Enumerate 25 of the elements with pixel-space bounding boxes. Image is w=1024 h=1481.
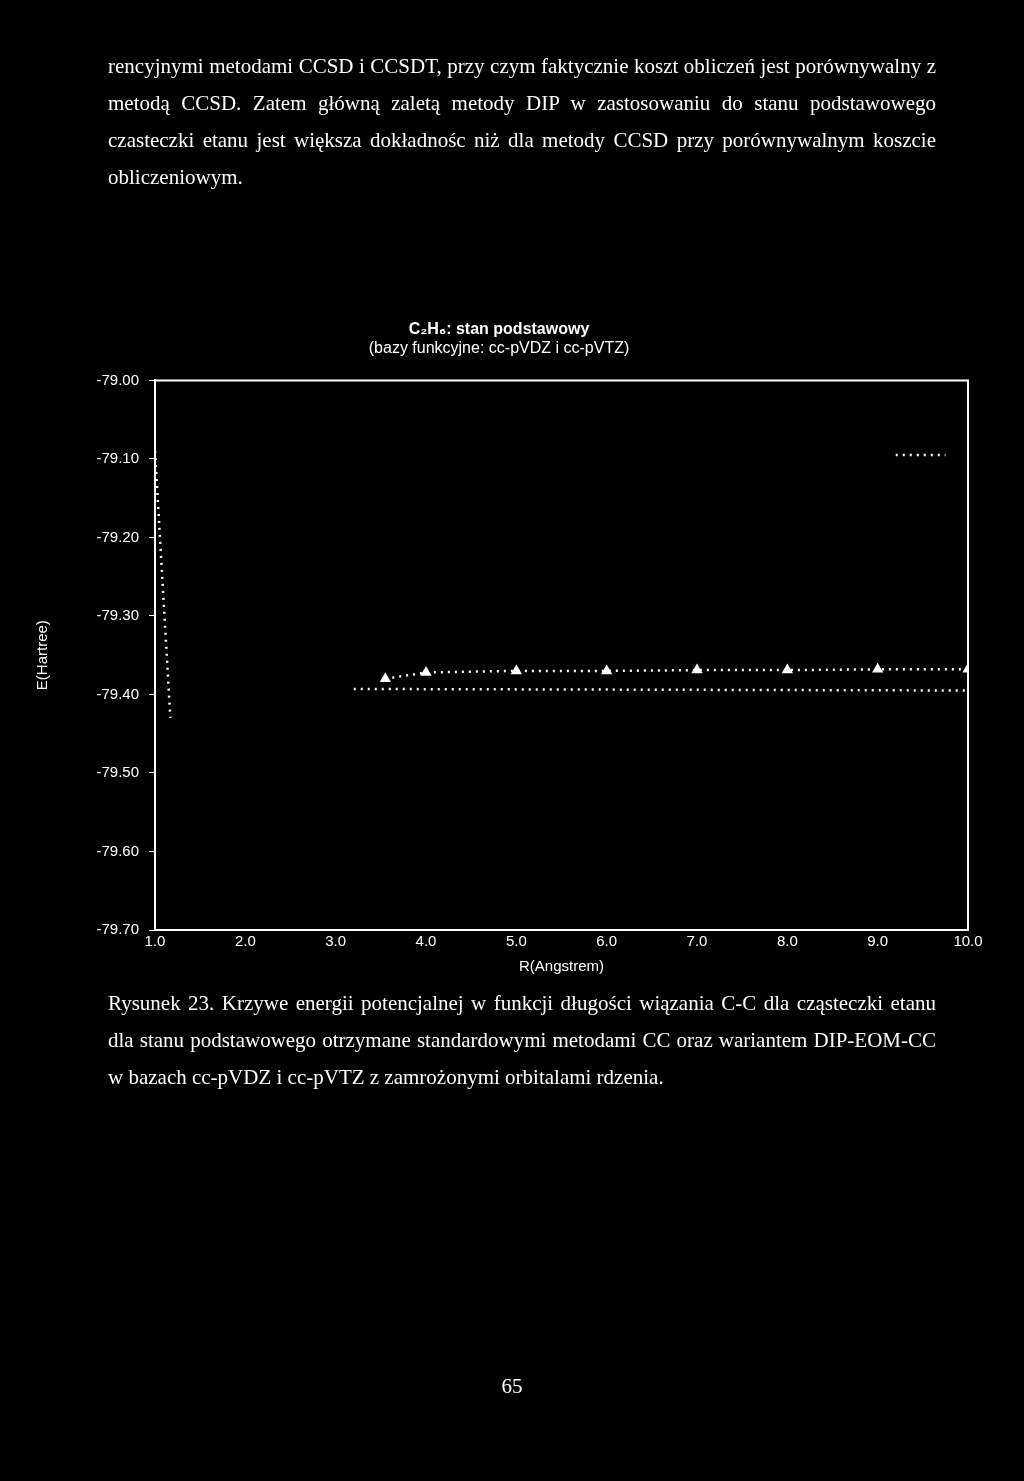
y-tick-label: -79.40 [96,684,139,702]
x-tick-label: 5.0 [505,932,527,950]
y-tick-label: -79.00 [96,370,139,388]
x-tick-label: 4.0 [415,932,437,950]
y-tick-label: -79.50 [96,763,139,781]
y-tick-label: -79.30 [96,606,139,624]
x-tick-label: 1.0 [144,932,166,950]
text: 65 [500,1373,524,1400]
y-tick-label: -79.10 [96,449,139,467]
x-tick-label: 10.0 [953,932,983,950]
text: rencyjnymi metodami CCSD i CCSDT, przy czym faktycznie koszt obliczeń jest porównywalny z metodą CCSD. Zatem główną zaletą metody DIP w zastosowaniu do stanu podstawowego czasteczki etanu jest większa dokładnośc niż dla metody CCSD przy porównywalnym koszcie obliczeniowym. [108,53,936,191]
x-axis-title: R(Angstrem) [518,957,605,975]
x-tick-label: 2.0 [234,932,256,950]
y-tick-label: -79.70 [96,920,139,938]
x-tick-label: 7.0 [686,932,708,950]
x-tick-label: 3.0 [325,932,347,950]
x-tick-label: 8.0 [776,932,798,950]
y-tick-label: -79.60 [96,841,139,859]
y-tick-label: -79.20 [96,527,139,545]
x-tick-label: 6.0 [596,932,618,950]
chart-subtitle: (bazy funkcyjne: cc-pVDZ i cc-pVTZ) [368,339,630,357]
y-axis-title: E(Hartree) [33,620,51,691]
x-tick-label: 9.0 [867,932,889,950]
chart-title: C₂H₆: stan podstawowy [408,320,590,338]
text: Rysunek 23. Krzywe energii potencjalnej w funkcji długości wiązania C-C dla cząsteczki etanu dla stanu podstawowego otrzymane standardowymi metodami CC oraz wariantem DIP-EOM-CC w bazach cc-pVDZ i cc-pVTZ z zamrożonymi orbitalami rdzenia. [108,990,936,1091]
